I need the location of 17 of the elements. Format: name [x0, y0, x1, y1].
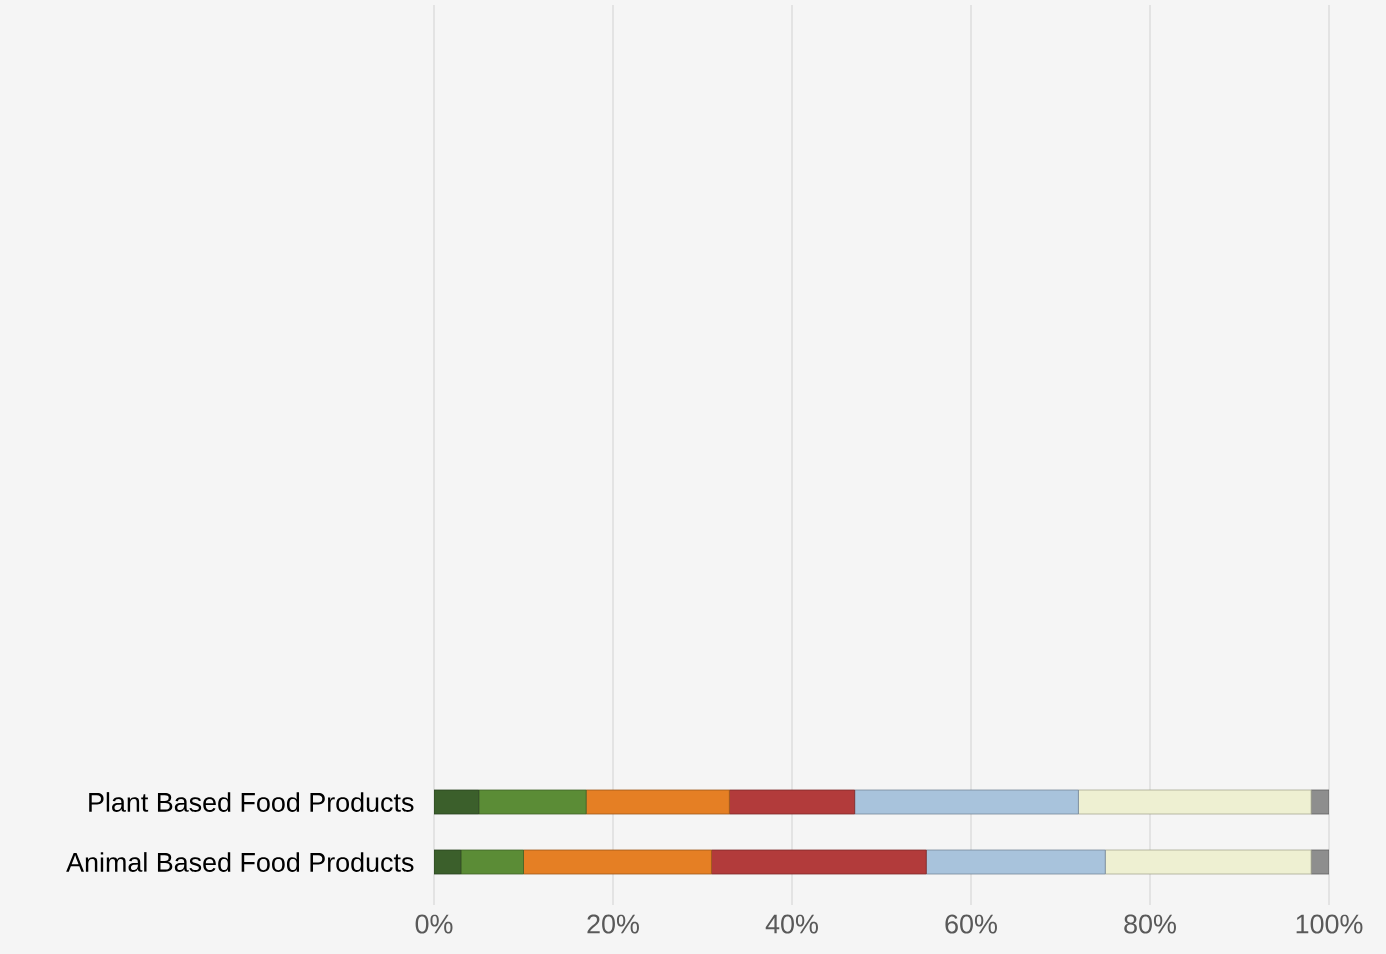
bar [854, 789, 1079, 815]
bar [460, 849, 524, 875]
x-tick-label: 40% [765, 914, 818, 934]
y-tick-label: Plant Based Food Products [89, 792, 414, 812]
x-tick-label: 80% [1124, 914, 1176, 934]
x-tick-label: 20% [587, 914, 639, 934]
bar [728, 789, 856, 815]
bar [585, 789, 730, 815]
x-tick-label: 60% [945, 914, 997, 934]
x-tick-label: 100% [1296, 914, 1363, 934]
y-tick-label: Animal Based Food Products [66, 852, 414, 872]
x-tick-label: 0% [415, 914, 453, 934]
bar [1104, 849, 1312, 875]
bar [1078, 789, 1312, 815]
bar [523, 849, 712, 875]
bar [711, 849, 927, 875]
bar [925, 849, 1106, 875]
